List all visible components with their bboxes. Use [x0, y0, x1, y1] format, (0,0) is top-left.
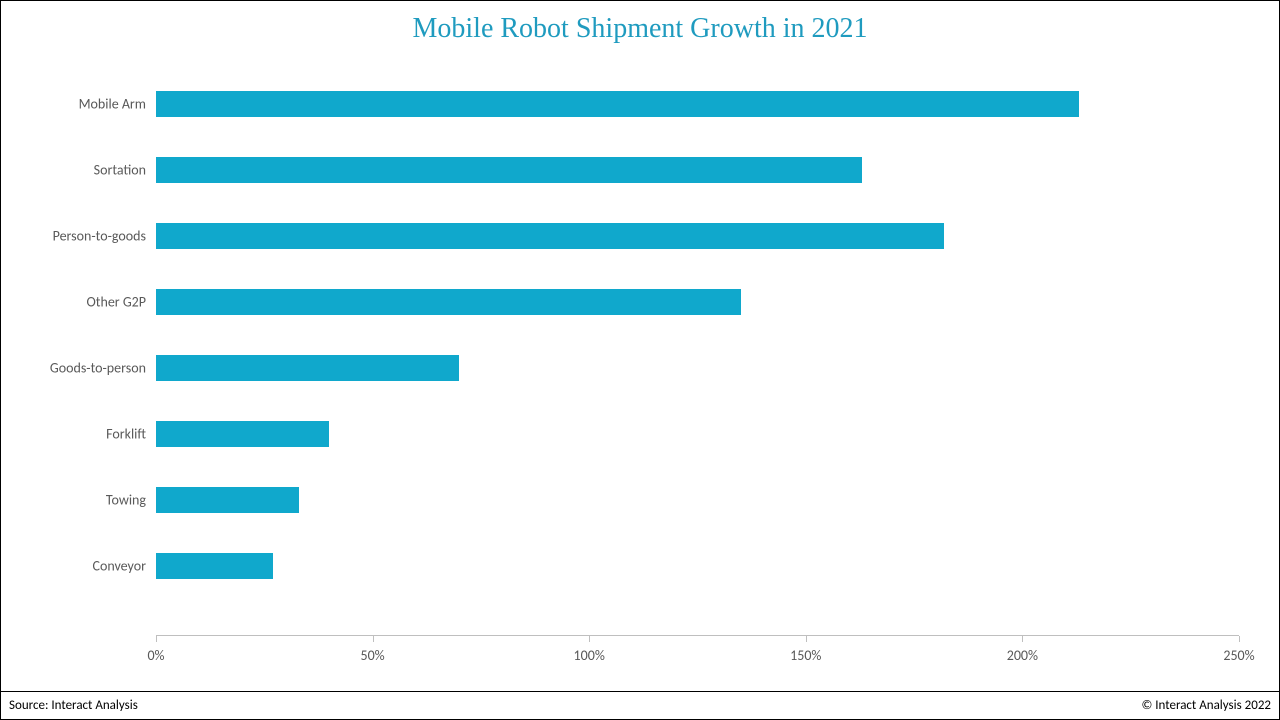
plot-area: 0%50%100%150%200%250%Mobile ArmSortation… — [156, 73, 1239, 636]
bar — [156, 553, 273, 579]
x-tick — [1239, 636, 1240, 642]
category-label: Sortation — [94, 162, 156, 179]
x-tick-label: 250% — [1223, 647, 1254, 664]
x-tick — [156, 636, 157, 642]
footer-source: Source: Interact Analysis — [9, 698, 138, 713]
plot-area-wrap: 0% 50% 100% 150% 200% 250% Mobile Arm Sortation… — [1, 53, 1279, 691]
x-tick — [806, 636, 807, 642]
x-tick-label: 200% — [1007, 647, 1038, 664]
bar-row: Mobile Arm — [156, 91, 1239, 117]
bar — [156, 355, 459, 381]
bar-row: Goods-to-person — [156, 355, 1239, 381]
x-tick — [1022, 636, 1023, 642]
x-tick-label: 150% — [790, 647, 821, 664]
bar-row: Other G2P — [156, 289, 1239, 315]
bar-row: Towing — [156, 487, 1239, 513]
bar-row: Forklift — [156, 421, 1239, 447]
category-label: Other G2P — [87, 294, 157, 311]
bar — [156, 487, 299, 513]
category-label: Forklift — [106, 426, 156, 443]
chart-frame: Mobile Robot Shipment Growth in 2021 0% 5… — [0, 0, 1280, 720]
category-label: Goods-to-person — [50, 360, 156, 377]
x-tick-label: 50% — [360, 647, 384, 664]
bar — [156, 289, 741, 315]
chart-title: Mobile Robot Shipment Growth in 2021 — [1, 1, 1279, 53]
bar-row: Person-to-goods — [156, 223, 1239, 249]
x-tick-label: 0% — [147, 647, 164, 664]
bar-row: Conveyor — [156, 553, 1239, 579]
chart-footer: Source: Interact Analysis © Interact Ana… — [1, 691, 1279, 719]
category-label: Mobile Arm — [79, 96, 156, 113]
bar — [156, 223, 944, 249]
category-label: Conveyor — [93, 558, 156, 575]
x-tick — [373, 636, 374, 642]
bar — [156, 421, 329, 447]
bar — [156, 157, 862, 183]
x-axis-line — [156, 635, 1239, 636]
category-label: Towing — [106, 492, 156, 509]
x-tick — [589, 636, 590, 642]
category-label: Person-to-goods — [53, 228, 156, 245]
footer-copyright: © Interact Analysis 2022 — [1141, 698, 1271, 713]
bar-row: Sortation — [156, 157, 1239, 183]
bar — [156, 91, 1079, 117]
x-tick-label: 100% — [574, 647, 605, 664]
